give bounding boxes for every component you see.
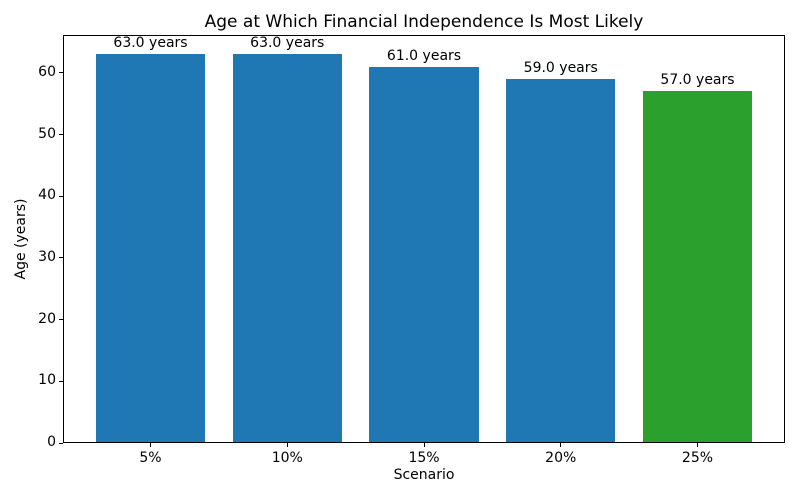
bar-value-label: 57.0 years: [660, 72, 735, 89]
y-tick-mark: [59, 257, 63, 259]
y-tick-label: 50: [38, 125, 56, 142]
x-tick-label: 5%: [139, 450, 162, 466]
y-tick-mark: [59, 380, 63, 382]
bar: [506, 79, 616, 443]
y-tick-mark: [59, 134, 63, 136]
x-tick-mark: [560, 443, 562, 447]
chart-title: Age at Which Financial Independence Is M…: [204, 12, 644, 32]
y-tick-mark: [59, 72, 63, 74]
x-tick-mark: [150, 443, 151, 447]
x-tick-label: 10%: [271, 450, 303, 466]
bar-value-label: 61.0 years: [386, 47, 462, 64]
y-tick-label: 0: [47, 434, 56, 450]
bar: [369, 66, 479, 443]
x-tick-label: 20%: [545, 450, 577, 466]
y-tick-label: 20: [38, 310, 56, 327]
x-tick-label: 15%: [408, 450, 440, 466]
x-tick-mark: [696, 443, 698, 447]
y-tick-label: 10: [38, 372, 56, 389]
bar: [232, 54, 342, 443]
y-tick-label: 40: [38, 187, 56, 204]
y-tick-label: 30: [38, 248, 56, 265]
x-tick-label: 25%: [681, 450, 714, 466]
x-tick-mark: [423, 443, 425, 447]
bar-value-label: 63.0 years: [113, 35, 188, 52]
y-tick-mark: [59, 442, 63, 444]
bar: [642, 91, 753, 443]
y-axis-label: Age (years): [13, 198, 29, 280]
bar: [95, 54, 206, 443]
x-tick-mark: [286, 443, 288, 447]
bar-value-label: 59.0 years: [523, 60, 598, 77]
y-tick-mark: [59, 195, 63, 197]
bar-value-label: 63.0 years: [250, 35, 325, 52]
y-tick-mark: [59, 319, 63, 321]
y-tick-label: 60: [38, 63, 56, 80]
x-axis-label: Scenario: [393, 467, 455, 483]
